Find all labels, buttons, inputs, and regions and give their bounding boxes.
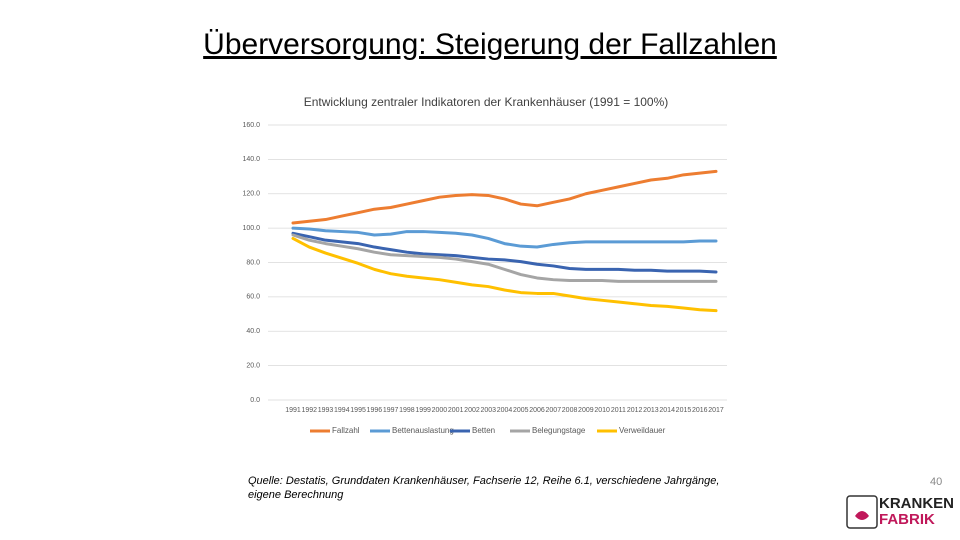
y-tick-label: 40.0 <box>246 328 260 335</box>
x-tick-label: 1993 <box>318 407 334 414</box>
chart-title: Entwicklung zentraler Indikatoren der Kr… <box>304 95 669 109</box>
y-tick-label: 120.0 <box>242 191 260 198</box>
logo: KRANKEN FABRIK <box>846 495 954 529</box>
x-tick-label: 1995 <box>350 407 366 414</box>
y-tick-label: 140.0 <box>242 156 260 163</box>
x-tick-label: 2013 <box>643 407 659 414</box>
logo-heart <box>855 511 869 520</box>
y-tick-label: 80.0 <box>246 259 260 266</box>
x-tick-label: 2014 <box>659 407 675 414</box>
y-tick-label: 60.0 <box>246 294 260 301</box>
legend-label: Verweildauer <box>619 426 666 435</box>
legend-label: Fallzahl <box>332 426 360 435</box>
x-tick-label: 2010 <box>594 407 610 414</box>
y-tick-label: 20.0 <box>246 362 260 369</box>
x-tick-label: 2017 <box>708 407 724 414</box>
x-tick-label: 2011 <box>611 407 626 414</box>
chart: Entwicklung zentraler Indikatoren der Kr… <box>242 95 727 435</box>
data-line <box>291 231 718 274</box>
x-tick-label: 2006 <box>529 407 545 414</box>
y-tick-label: 100.0 <box>242 225 260 232</box>
x-tick-label: 2000 <box>432 407 448 414</box>
data-line <box>291 236 718 313</box>
x-tick-label: 2004 <box>497 407 513 414</box>
legend-label: Belegungstage <box>532 426 586 435</box>
data-line <box>291 233 718 283</box>
slide-title: Überversorgung: Steigerung der Fallzahle… <box>203 28 777 61</box>
legend-label: Bettenauslastung <box>392 426 454 435</box>
logo-text: FABRIK <box>879 511 935 528</box>
x-tick-label: 1992 <box>301 407 317 414</box>
x-tick-label: 1997 <box>383 407 399 414</box>
page-number: 40 <box>930 476 943 488</box>
x-tick-label: 2002 <box>464 407 480 414</box>
x-tick-label: 2016 <box>692 407 708 414</box>
logo-text: KRANKEN <box>879 495 954 512</box>
y-tick-label: 160.0 <box>242 122 260 129</box>
x-tick-label: 2007 <box>546 407 562 414</box>
x-tick-label: 2001 <box>448 407 464 414</box>
x-tick-label: 1996 <box>367 407 383 414</box>
source-note: Quelle: Destatis, Grunddaten Krankenhäus… <box>248 475 720 501</box>
x-tick-label: 2009 <box>578 407 594 414</box>
x-tick-label: 2012 <box>627 407 643 414</box>
x-tick-label: 2005 <box>513 407 529 414</box>
data-line <box>291 169 718 225</box>
x-tick-label: 1998 <box>399 407 415 414</box>
x-tick-label: 2008 <box>562 407 578 414</box>
x-tick-label: 2003 <box>480 407 496 414</box>
x-tick-label: 1999 <box>415 407 431 414</box>
x-tick-label: 1991 <box>285 407 301 414</box>
x-tick-label: 1994 <box>334 407 350 414</box>
legend-label: Betten <box>472 426 495 435</box>
data-line <box>291 226 718 249</box>
x-tick-label: 2015 <box>676 407 692 414</box>
y-tick-label: 0.0 <box>250 397 260 404</box>
